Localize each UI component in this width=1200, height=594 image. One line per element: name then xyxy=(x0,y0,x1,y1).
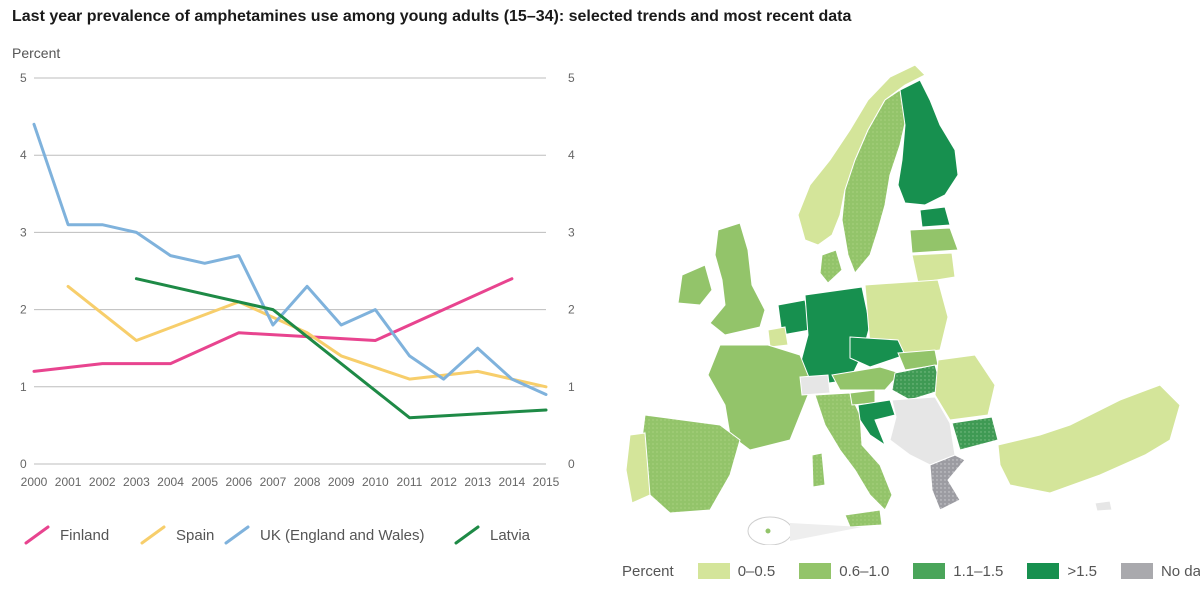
map-region-france xyxy=(707,344,813,451)
map-region-croatia xyxy=(857,399,896,447)
legend-label-0-0.5: 0–0.5 xyxy=(737,562,776,580)
line-chart: Percent 0 0 1 1 2 2 3 3 4 4 5 5 2000 2001 2002 2003 2004 2… xyxy=(0,40,590,510)
x-tick-label-2002: 2002 xyxy=(89,475,116,489)
legend-label-no-data: No data xyxy=(1160,562,1200,580)
x-tick-label-2005: 2005 xyxy=(191,475,218,489)
map-region-finland xyxy=(897,79,959,206)
series-line-latvia xyxy=(134,277,548,420)
map-region-switzerland xyxy=(799,374,831,396)
map-region-italy xyxy=(814,392,893,511)
chart-legend: Finland Spain UK (England and Wales) Latvia xyxy=(24,520,604,550)
series-line-finland xyxy=(32,277,514,373)
map-region-bulgaria xyxy=(951,416,999,451)
map-region-ireland xyxy=(677,264,713,306)
map-region-latvia xyxy=(909,227,959,254)
map-region-spain xyxy=(639,414,741,514)
y-tick-label-left-2: 2 xyxy=(20,303,27,317)
x-tick-label-2003: 2003 xyxy=(123,475,150,489)
map-region-hungary xyxy=(891,364,943,401)
x-tick-label-2011: 2011 xyxy=(397,475,423,489)
legend-swatch-0.6-1.0 xyxy=(799,563,832,579)
legend-label-latvia: Latvia xyxy=(490,526,531,544)
europe-map-svg xyxy=(625,64,1181,546)
x-tick-label-2004: 2004 xyxy=(157,475,184,489)
y-tick-label-right-0: 0 xyxy=(568,457,575,471)
legend-swatch-0-0.5 xyxy=(697,563,730,579)
malta-inset-connector xyxy=(790,523,862,541)
map-legend: Percent 0–0.5 0.6–1.0 1.1–1.5 >1.5 No da… xyxy=(622,556,1200,586)
map-region-belgium xyxy=(767,326,789,348)
legend-label-finland: Finland xyxy=(60,526,110,544)
legend-label-gt-1.5: >1.5 xyxy=(1067,562,1097,580)
x-tick-label-2007: 2007 xyxy=(260,475,287,489)
legend-swatch-1.1-1.5 xyxy=(913,563,946,579)
map-region-czechia xyxy=(849,336,906,368)
map-region-austria xyxy=(831,366,901,391)
map-region-uk xyxy=(709,222,766,336)
map-region-turkey xyxy=(997,384,1181,494)
x-tick-label-2006: 2006 xyxy=(225,475,252,489)
map-region-romania xyxy=(934,354,996,421)
y-tick-label-right-5: 5 xyxy=(568,71,575,85)
legend-swatch-gt-1.5 xyxy=(1027,563,1060,579)
x-tick-label-2009: 2009 xyxy=(328,475,355,489)
x-tick-label-2013: 2013 xyxy=(464,475,491,489)
map-region-greece xyxy=(929,454,966,511)
legend-line-finland xyxy=(24,525,50,545)
legend-item-spain: Spain xyxy=(140,520,214,550)
map-region-sardinia xyxy=(811,452,826,488)
map-region-cyprus xyxy=(1094,500,1113,512)
map-legend-title: Percent xyxy=(622,562,674,580)
y-tick-label-left-4: 4 xyxy=(20,148,27,162)
legend-label-spain: Spain xyxy=(176,526,215,544)
legend-item-finland: Finland xyxy=(24,520,109,550)
legend-label-uk-england-and-wales-: UK (England and Wales) xyxy=(260,526,425,544)
europe-map xyxy=(600,55,1200,546)
y-tick-label-right-2: 2 xyxy=(568,303,575,317)
map-region-sweden xyxy=(841,89,909,274)
y-tick-label-right-4: 4 xyxy=(568,148,575,162)
y-tick-label-left-0: 0 xyxy=(20,457,27,471)
x-tick-label-2001: 2001 xyxy=(55,475,82,489)
x-tick-label-2015: 2015 xyxy=(533,475,560,489)
x-tick-label-2008: 2008 xyxy=(294,475,321,489)
y-tick-label-right-1: 1 xyxy=(568,380,575,394)
y-tick-label-left-5: 5 xyxy=(20,71,27,85)
map-region-portugal xyxy=(625,432,651,504)
legend-item-uk-england-and-wales-: UK (England and Wales) xyxy=(224,520,425,550)
chart-title: Last year prevalence of amphetamines use… xyxy=(12,8,852,25)
series-line-spain xyxy=(66,284,548,389)
legend-item-latvia: Latvia xyxy=(454,520,530,550)
y-tick-label-right-3: 3 xyxy=(568,225,575,239)
x-tick-label-2012: 2012 xyxy=(430,475,457,489)
line-chart-svg: Percent 0 0 1 1 2 2 3 3 4 4 5 5 2000 2001 2002 2003 2004 2… xyxy=(12,45,575,489)
legend-label-1.1-1.5: 1.1–1.5 xyxy=(953,562,1004,580)
series-line-uk-england-and-wales- xyxy=(32,122,548,396)
legend-label-0.6-1.0: 0.6–1.0 xyxy=(839,562,890,580)
map-region-sicily xyxy=(844,509,883,528)
legend-line-spain xyxy=(140,525,166,545)
x-tick-label-2010: 2010 xyxy=(362,475,389,489)
legend-line-latvia xyxy=(454,525,480,545)
y-axis-title: Percent xyxy=(12,45,60,61)
legend-line-uk-england-and-wales- xyxy=(224,525,250,545)
x-tick-label-2014: 2014 xyxy=(499,475,526,489)
map-region-denmark xyxy=(819,249,843,284)
map-region-norway xyxy=(797,64,926,246)
legend-swatch-no-data xyxy=(1120,563,1153,579)
x-tick-label-2000: 2000 xyxy=(21,475,48,489)
map-region-malta xyxy=(764,527,772,535)
map-region-estonia xyxy=(919,206,951,228)
map-region-lithuania xyxy=(911,252,956,284)
y-tick-label-left-3: 3 xyxy=(20,225,27,239)
y-tick-label-left-1: 1 xyxy=(20,380,27,394)
